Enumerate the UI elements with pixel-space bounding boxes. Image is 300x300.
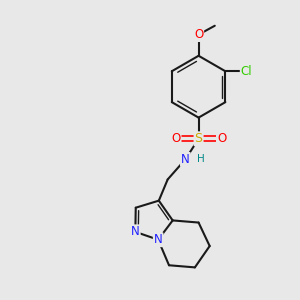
Text: N: N (154, 233, 163, 246)
Text: O: O (171, 132, 180, 145)
Text: Cl: Cl (241, 65, 252, 78)
Text: H: H (197, 154, 205, 164)
Text: O: O (194, 28, 203, 41)
Text: N: N (131, 225, 140, 238)
Text: S: S (195, 132, 203, 145)
Text: N: N (181, 153, 190, 166)
Text: O: O (217, 132, 226, 145)
